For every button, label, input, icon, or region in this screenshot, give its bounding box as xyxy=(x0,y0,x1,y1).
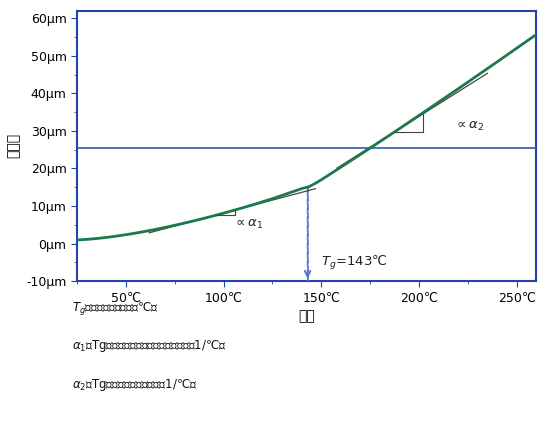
Text: $\propto\alpha_1$: $\propto\alpha_1$ xyxy=(233,218,263,231)
Text: $T_g$：ガラス転移温度（℃）: $T_g$：ガラス転移温度（℃） xyxy=(72,300,158,317)
X-axis label: 温度: 温度 xyxy=(298,309,315,323)
Y-axis label: 変位量: 変位量 xyxy=(7,133,21,158)
Text: $\alpha_2$：Tg以上での線膨張係数（1/℃）: $\alpha_2$：Tg以上での線膨張係数（1/℃） xyxy=(72,377,197,393)
Text: $T_g$=143℃: $T_g$=143℃ xyxy=(321,254,388,272)
Text: $\propto\alpha_2$: $\propto\alpha_2$ xyxy=(454,120,485,133)
Text: $\alpha_1$：Tg以下の温度域での線膨張係数　（1/℃）: $\alpha_1$：Tg以下の温度域での線膨張係数 （1/℃） xyxy=(72,338,226,354)
